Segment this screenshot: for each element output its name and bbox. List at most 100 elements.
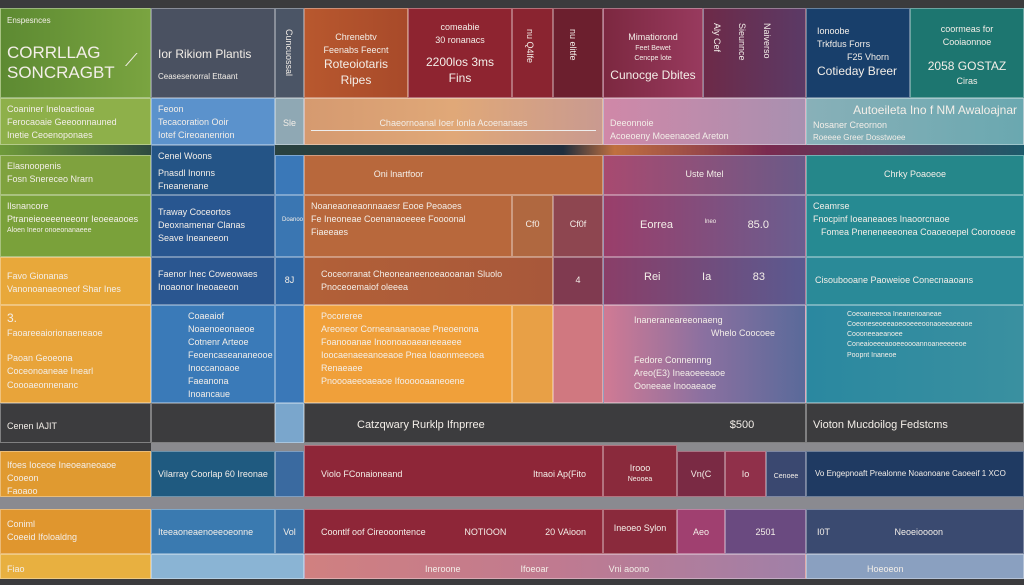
cell-text: Chrky Poaoeoe	[883, 169, 947, 179]
cell-text: Coontlf oof Cireooontence	[321, 527, 426, 537]
cell-text: Itnaoi Ap(Fito	[532, 469, 586, 479]
row2-cell: Chrky Poaoeoe	[806, 155, 1024, 195]
cell-text: Cotnenr Arteoe	[188, 337, 249, 348]
cell-text: Ineoeo Sylon	[613, 523, 667, 533]
cell-text: Ooneeae Inooaeaoe	[634, 381, 717, 392]
cell-text: Traway Coceortos	[158, 207, 231, 217]
cell-text: Catzqwary Rurklp Ifnprree	[357, 419, 485, 431]
cell-text: Chaeornoanal Ioer lonla Acoenanaes	[311, 117, 596, 132]
cell-text: Fedore Connennng	[634, 355, 712, 366]
cell-text: Fe Ineoneae Coenanaoeeee Foooonal Fiaeea…	[311, 214, 466, 238]
row1-cell: Sle	[275, 98, 304, 145]
header-title: 2058 GOSTAZ	[927, 59, 1007, 74]
cell-text: Pocoreree	[321, 311, 363, 321]
header-vertical-label: nu elitfe	[568, 29, 579, 61]
row3-cell: Eorrea Ineo 85.0	[603, 195, 806, 257]
header-label: coormeas for	[940, 24, 994, 34]
cell-text: Noaneaoneaonnaaesr Eooe Peoaoes	[311, 201, 462, 211]
cell-text: Coeoaneeeoa Ineanenoaneae	[847, 311, 942, 318]
header-label: F25 Vhorn	[847, 52, 890, 63]
cell-text: Hoeoeon	[867, 564, 904, 574]
header-small-label: Enspesnces	[7, 16, 51, 25]
row6-cell: Irooo Neooea	[603, 445, 677, 497]
row5-cell: Coaeaiof Noaenoeonaeoe Cotnenr Arteoe Feoe…	[151, 305, 275, 403]
row1-cell: Chaeornoanal Ioer lonla Acoenanaes	[304, 98, 603, 145]
row5-cell: Coeoaneeeoa Ineanenoaneae Coeoneseoeeaoeo…	[806, 305, 1024, 403]
cell-text: Aeo	[692, 527, 709, 537]
cell-text: Foanooanae Inoonoaoaeaneeaeee	[321, 337, 462, 348]
row1-cell: Coaniner Ineloactioae Ferocaoaie Geeoonna…	[0, 98, 151, 145]
row3-cell: Cf0f	[553, 195, 603, 257]
cell-text: Aloen Ineor onoeonanaeee	[7, 227, 92, 235]
row5-cell	[275, 305, 304, 403]
cell-text: Cf0f	[569, 219, 587, 229]
row3-cell: Doanooonnarie	[275, 195, 304, 257]
cell-text: Vni aoono	[608, 564, 650, 574]
row5-cell	[553, 305, 603, 403]
summary-row-cell: Catzqwary Rurklp Ifnprree $500	[304, 403, 806, 443]
cell-text: Inetie Ceoenoponaes	[7, 130, 93, 141]
cell-text: Pnasdl Inonns	[158, 168, 216, 179]
cell-text: Ifoeoar	[520, 564, 549, 574]
header-sub: Ripes	[340, 72, 372, 87]
cell-text: 2501	[755, 527, 776, 537]
cell-text: Feoon	[158, 104, 184, 114]
cell-text: Violo FConaioneand	[321, 469, 403, 479]
cell-text: Ptraneieoeeeneeonr Ieoeeaooes	[7, 214, 139, 225]
row8-cell: Hoeoeon	[806, 554, 1024, 579]
header-vertical-label: Cuncuossal	[284, 29, 295, 77]
cell-text: Inaneraneareeonaeng	[634, 315, 723, 325]
table-title: CORRLLAG	[7, 42, 101, 62]
row1-cell: Feoon Tecacoration Ooir Iotef Cireoanenrio…	[151, 98, 275, 145]
cell-text: Coceorranat Cheoneaneenoeaooanan Sluolo	[321, 269, 503, 279]
cell-text: Favo Gionanas	[7, 271, 69, 281]
header-label: Feenabs Feecnt	[323, 45, 389, 56]
cell-text: Neooea	[627, 476, 653, 484]
row7-cell: Iteeaoneaenoeeoeonne	[151, 509, 275, 554]
header-cell-10: Ionoobe Trkfdus Forrs F25 Vhorn Cotieday…	[806, 8, 910, 98]
header-vertical-label: Sieunnce	[737, 23, 748, 61]
header-cell-8: Mimatiorond Feet Bewet Cencpe lote Cunoc…	[603, 8, 703, 98]
cell-text: Iotef Cireoanenrion	[158, 130, 235, 141]
cell-text: Tecacoration Ooir	[158, 117, 229, 128]
header-cell-11: coormeas for Cooiaonnoe 2058 GOSTAZ Cira…	[910, 8, 1024, 98]
row1-cell: Autoeileta Ino f NM Awaloajnar Nosaner Cr…	[806, 98, 1024, 145]
cell-text: Cisoubooane Paoweioe Conecnaaoans	[815, 275, 974, 285]
cell-text: Inoccanoaoe	[188, 363, 240, 374]
header-sublabel: Ceasesenorral Ettaant	[158, 71, 238, 81]
row6-cell: Cenoee	[766, 451, 806, 497]
row5-cell: 3. Faoareeaiorionaeneaoe Paoan Geoeona Coce…	[0, 305, 151, 403]
cell-text: Poopnt Inaneoe	[847, 351, 897, 359]
divider-band	[0, 145, 1024, 155]
row2-cell: Cenel Woons Pnasdl Inonns Fneanenane	[151, 145, 275, 195]
header-label: Mimatiorond	[628, 32, 678, 42]
row5-cell: Inaneraneareeonaeng Whelo Coocoee Fedore C…	[603, 305, 806, 403]
header-cell-7: nu Q4lfe	[512, 8, 553, 98]
cell-text: Iteeaoneaenoeeoeonne	[158, 527, 254, 537]
header-cell-2: Ior Rikiom Plantis Ceasesenorral Ettaant	[151, 8, 275, 98]
row6-cell: Vilarray Coorlap 60 Ireonae	[151, 451, 275, 497]
cell-text: Cenen IAJIT	[7, 421, 58, 431]
header-label: Cooiaonnoe	[942, 37, 992, 48]
summary-row-cell	[275, 403, 304, 443]
row4-cell: Coceorranat Cheoneaneenoeaooanan Sluolo P…	[304, 257, 553, 305]
header-sub: Ciras	[956, 75, 978, 86]
row2-cell: Oni lnartfoor	[304, 155, 603, 195]
row6-cell: Violo FConaioneand Itnaoi Ap(Fito	[304, 445, 603, 497]
header-cell-5: comeabie 30 ronanacs 2200los 3ms Fins	[408, 8, 512, 98]
cell-text: $500	[729, 419, 755, 431]
cell-text: Vanonoanaeoneof Shar Ines	[7, 284, 121, 295]
row4-cell: Cisoubooane Paoweioe Conecnaaoans	[806, 257, 1024, 305]
row4-cell: 4	[553, 257, 603, 305]
header-cell-6: nu elitfe	[553, 8, 603, 98]
row8-cell: Fiao	[0, 554, 151, 579]
header-label: Cencpe lote	[634, 55, 672, 63]
header-vertical-label: Naiverso	[762, 23, 773, 59]
cell-text: Faoareeaiorionaeneaoe	[7, 328, 103, 339]
cell-text: 8J	[284, 275, 295, 285]
wrench-icon: ⟋	[125, 50, 138, 70]
cell-text: Cenoee	[773, 473, 799, 480]
cell-text: Seave Ineaneeon	[158, 233, 229, 244]
table-subtitle: SONCRAGBT	[7, 62, 115, 82]
cell-text: Fomea Pneneneeeonea Coaoeoepel Coorooeoe	[821, 227, 1016, 238]
